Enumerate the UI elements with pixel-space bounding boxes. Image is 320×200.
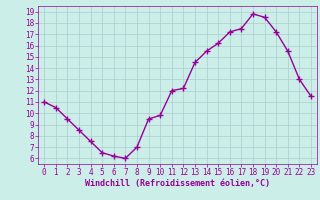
- X-axis label: Windchill (Refroidissement éolien,°C): Windchill (Refroidissement éolien,°C): [85, 179, 270, 188]
